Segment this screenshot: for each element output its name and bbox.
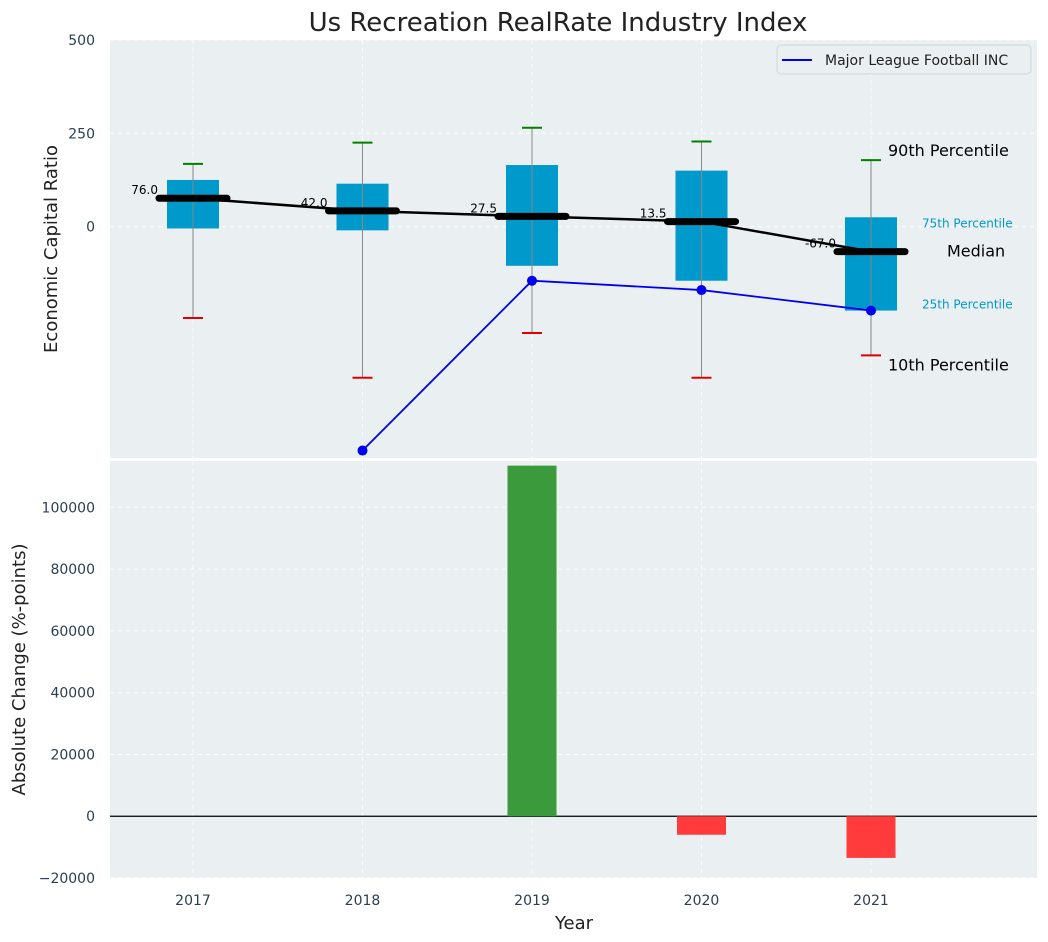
median-label-2017: 76.0 [131, 183, 158, 197]
x-tick-label-2018: 2018 [345, 893, 381, 909]
bottom-ytick-label: 0 [86, 809, 95, 825]
series-point [527, 275, 537, 286]
median-label-2021: -67.0 [805, 237, 836, 251]
x-tick-label-2020: 2020 [684, 893, 720, 909]
series-point [866, 305, 876, 316]
x-tick-label-2019: 2019 [514, 893, 550, 909]
x-tick-label-2017: 2017 [175, 893, 211, 909]
bottom-ytick-label: 20000 [50, 747, 95, 763]
bottom-ytick-label: 60000 [50, 624, 95, 640]
chart-title: Us Recreation RealRate Industry Index [309, 8, 808, 38]
annotation-25th-percentile: 25th Percentile [922, 298, 1013, 312]
top-ytick-label: 500 [68, 33, 95, 49]
bottom-ytick-label: 80000 [50, 562, 95, 578]
annotation-75th-percentile: 75th Percentile [922, 216, 1013, 230]
top-y-axis-title: Economic Capital Ratio [41, 145, 62, 353]
series-point [357, 445, 368, 456]
median-label-2020: 13.5 [640, 207, 667, 221]
change-bar-2020 [677, 816, 726, 835]
bottom-ytick-label: −20000 [39, 871, 95, 887]
series-point [696, 285, 707, 296]
annotation-90th-percentile: 90th Percentile [888, 141, 1009, 160]
legend-label-major-league-football: Major League Football INC [825, 53, 1008, 69]
bottom-ytick-label: 100000 [42, 500, 95, 516]
change-bar-2021 [846, 816, 896, 858]
median-label-2019: 27.5 [470, 201, 497, 215]
legend-box [776, 44, 1032, 75]
change-bar-2019 [507, 465, 557, 817]
bottom-plot-background [110, 461, 1037, 878]
x-axis-title: Year [554, 913, 594, 934]
top-ytick-label: 250 [68, 126, 95, 142]
annotation-10th-percentile: 10th Percentile [888, 355, 1009, 374]
legend: Major League Football INC [776, 44, 1032, 75]
x-tick-label-2021: 2021 [853, 893, 889, 909]
median-label-2018: 42.0 [301, 196, 328, 210]
top-ytick-label: 0 [86, 220, 95, 236]
annotation-median: Median [947, 242, 1005, 261]
bottom-ytick-label: 40000 [50, 686, 95, 702]
series-line-major-league-football [361, 279, 872, 452]
bottom-y-axis-title: Absolute Change (%-points) [9, 544, 30, 796]
